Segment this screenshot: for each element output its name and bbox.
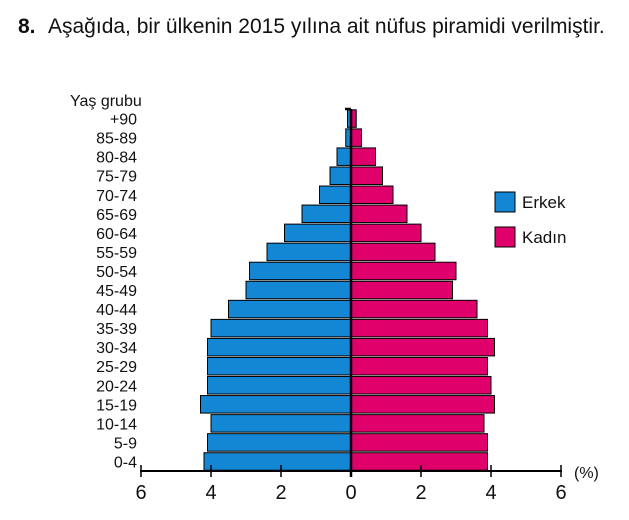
bar-kadin-0-4 (350, 452, 488, 471)
bar-erkek-70-74 (319, 185, 352, 205)
question-text: Aşağıda, bir ülkenin 2015 yılına ait nüf… (48, 15, 605, 38)
bar-erkek-55-59 (266, 242, 352, 262)
bar-kadin-20-24 (350, 376, 492, 395)
x-tick-label-5: 4 (485, 482, 496, 504)
age-label-5: 25-29 (96, 359, 137, 376)
bar-erkek-50-54 (249, 261, 352, 281)
legend-swatch-0 (494, 191, 516, 213)
age-label-18: +90 (110, 112, 137, 129)
bar-kadin-75-79 (350, 166, 383, 185)
bar-erkek-60-64 (284, 223, 352, 243)
x-tick-label-6: 6 (555, 482, 566, 504)
age-label-9: 45-49 (96, 283, 137, 300)
legend-label-1: Kadın (522, 228, 566, 247)
age-label-0: 0-4 (114, 454, 137, 471)
x-ticks-group: 6 4 2 0 2 4 6 (135, 465, 567, 504)
age-label-12: 60-64 (96, 226, 137, 243)
bar-kadin-80-84 (350, 147, 376, 166)
bar-kadin-70-74 (350, 185, 394, 205)
age-label-14: 70-74 (96, 188, 137, 205)
x-tick-label-4: 2 (415, 482, 426, 504)
bar-kadin-25-29 (350, 356, 488, 376)
age-label-4: 20-24 (96, 378, 137, 395)
bar-erkek-5-9 (207, 433, 352, 452)
y-axis-title: Yaş grubu (70, 93, 142, 110)
age-label-13: 65-69 (96, 207, 137, 224)
age-label-3: 15-19 (96, 397, 137, 414)
bar-kadin-35-39 (350, 318, 488, 338)
bar-kadin-40-44 (350, 299, 478, 319)
age-label-16: 80-84 (96, 150, 137, 167)
age-label-11: 55-59 (96, 245, 137, 262)
age-label-6: 30-34 (96, 340, 137, 357)
bar-kadin-60-64 (350, 223, 422, 243)
age-group-labels: 0-4 5-9 10-14 15-19 20-24 25-29 30-34 35-39 40-4… (96, 112, 137, 472)
x-tick-label-2: 2 (275, 482, 286, 504)
bar-erkek-20-24 (207, 376, 352, 395)
bar-erkek-40-44 (228, 299, 352, 319)
bar-erkek-10-14 (210, 414, 352, 433)
age-label-2: 10-14 (96, 416, 137, 433)
legend-label-0: Erkek (522, 193, 566, 212)
bar-kadin-85-89 (350, 128, 362, 147)
bar-erkek-80-84 (336, 147, 352, 166)
x-tick-label-3: 0 (345, 482, 356, 504)
bar-erkek-30-34 (207, 337, 352, 357)
bar-kadin-30-34 (350, 337, 495, 357)
bar-erkek-45-49 (245, 280, 352, 300)
bar-erkek-25-29 (207, 356, 352, 376)
bar-kadin-50-54 (350, 261, 457, 281)
question-number: 8. (18, 15, 36, 38)
age-label-7: 35-39 (96, 321, 137, 338)
bar-kadin-65-69 (350, 204, 408, 224)
bar-erkek-15-19 (200, 395, 352, 414)
bar-erkek-75-79 (329, 166, 352, 185)
bar-kadin-15-19 (350, 395, 495, 414)
age-label-10: 50-54 (96, 264, 137, 281)
bars-group (200, 109, 495, 471)
x-tick-label-1: 4 (205, 482, 216, 504)
bar-erkek-65-69 (301, 204, 352, 224)
x-tick-label-0: 6 (135, 482, 146, 504)
bar-kadin-45-49 (350, 280, 453, 300)
legend: Erkek Kadın (494, 191, 566, 248)
bar-kadin-55-59 (350, 242, 436, 262)
age-label-17: 85-89 (96, 131, 137, 148)
bar-erkek-0-4 (203, 452, 352, 471)
age-label-15: 75-79 (96, 169, 137, 186)
age-label-8: 40-44 (96, 302, 137, 319)
bar-kadin-10-14 (350, 414, 485, 433)
legend-swatch-1 (494, 226, 516, 248)
age-label-1: 5-9 (114, 435, 137, 452)
bar-kadin-5-9 (350, 433, 488, 452)
bar-erkek-35-39 (210, 318, 352, 338)
x-axis-unit: (%) (574, 465, 599, 482)
